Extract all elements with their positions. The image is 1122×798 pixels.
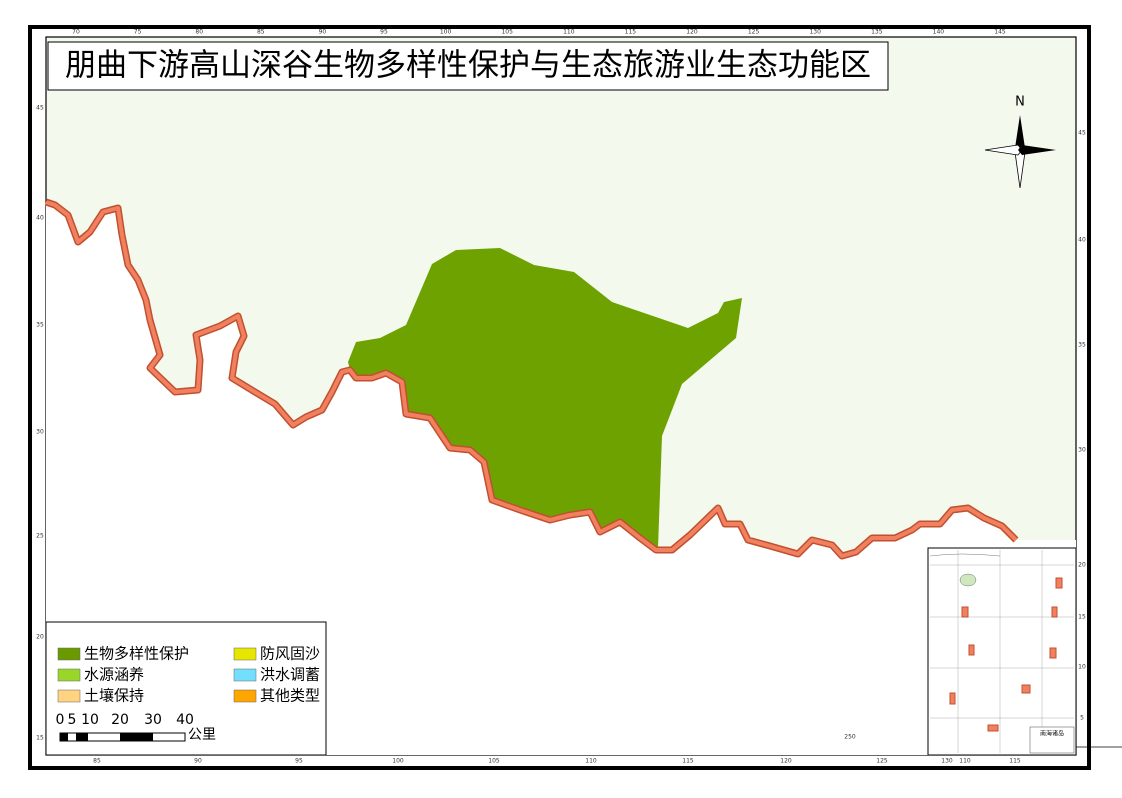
scale-labels: 0 5 10 20 30 40	[56, 712, 194, 728]
inset-label-box	[1029, 726, 1075, 754]
legend-label: 防风固沙	[260, 645, 320, 663]
scale-unit: 公里	[188, 727, 216, 743]
legend-label: 水源涵养	[84, 666, 144, 684]
scale-bar	[59, 732, 186, 742]
scale-label: 10	[81, 712, 99, 728]
grid-label: 80	[195, 29, 203, 36]
grid-label: 10	[1078, 664, 1086, 671]
grid-label: 75	[134, 29, 142, 36]
map-title: 朋曲下游高山深谷生物多样性保护与生态旅游业生态功能区	[65, 48, 871, 84]
grid-label: 110	[959, 758, 971, 765]
scale-label: 5	[68, 712, 77, 728]
grid-label: 105	[488, 758, 500, 765]
scale-label: 40	[176, 712, 194, 728]
grid-label: 30	[1078, 447, 1086, 454]
outer-frame	[28, 25, 1091, 770]
scale-label: 30	[144, 712, 162, 728]
north-label: N	[1015, 95, 1025, 110]
grid-labels: 70 75 80 85 90 95 100 105 110 115 120 125 130 135 140 1…	[36, 29, 1086, 765]
grid-label: 35	[36, 322, 44, 329]
grid-label: 115	[1009, 758, 1021, 765]
grid-label: 85	[93, 758, 101, 765]
grid-label: 40	[36, 215, 44, 222]
grid-label: 5	[1080, 715, 1084, 722]
grid-label: 45	[36, 105, 44, 112]
legend-swatch	[57, 689, 81, 703]
grid-label: 100	[440, 29, 452, 36]
legend-swatch	[233, 668, 257, 682]
inset-map	[929, 550, 1074, 753]
grid-label: 110	[563, 29, 575, 36]
legend-label: 其他类型	[260, 687, 320, 705]
legend-swatch	[233, 647, 257, 661]
grid-label: 30	[36, 429, 44, 436]
grid-label: 70	[72, 29, 80, 36]
zone-area	[348, 248, 742, 550]
grid-label: 100	[392, 758, 404, 765]
title-box	[47, 41, 889, 91]
grid-label: 110	[585, 758, 597, 765]
grid-label: 130	[941, 758, 953, 765]
grid-label: 85	[257, 29, 265, 36]
legend-swatch	[233, 689, 257, 703]
scale-label: 0	[56, 712, 65, 728]
grid-label: 90	[319, 29, 327, 36]
grid-label: 145	[994, 29, 1006, 36]
grid-label: 20	[36, 634, 44, 641]
north-arrow	[984, 115, 1056, 189]
grid-label: 35	[1078, 342, 1086, 349]
legend-label: 洪水调蓄	[260, 666, 320, 684]
grid-label: 120	[686, 29, 698, 36]
grid-label: 95	[295, 758, 303, 765]
grid-label: 135	[871, 29, 883, 36]
outside-region	[46, 202, 1076, 755]
grid-label: 130	[809, 29, 821, 36]
grid-label: 105	[501, 29, 513, 36]
grid-label: 90	[194, 758, 202, 765]
inset-dashes	[949, 577, 1063, 732]
grid-label: 115	[625, 29, 637, 36]
inset-label: 南海诸岛	[1040, 730, 1064, 738]
grid-label: 25	[36, 533, 44, 540]
grid-label: 115	[682, 758, 694, 765]
scale-label: 20	[111, 712, 129, 728]
grid-label: 120	[780, 758, 792, 765]
legend-label: 生物多样性保护	[84, 645, 189, 663]
grid-label: 45	[1078, 130, 1086, 137]
grid-label: 140	[933, 29, 945, 36]
legend-swatch	[57, 647, 81, 661]
grid-label: 125	[748, 29, 760, 36]
legend-swatch	[57, 668, 81, 682]
boundary-line-inner	[45, 200, 1018, 558]
grid-label: 15	[1078, 614, 1086, 621]
grid-label: 125	[876, 758, 888, 765]
grid-label: 20	[1078, 562, 1086, 569]
legend-label: 土壤保持	[84, 687, 144, 705]
grid-label: 95	[380, 29, 388, 36]
grid-label: 40	[1078, 237, 1086, 244]
grid-label: 250	[844, 734, 856, 741]
grid-label: 15	[36, 735, 44, 742]
